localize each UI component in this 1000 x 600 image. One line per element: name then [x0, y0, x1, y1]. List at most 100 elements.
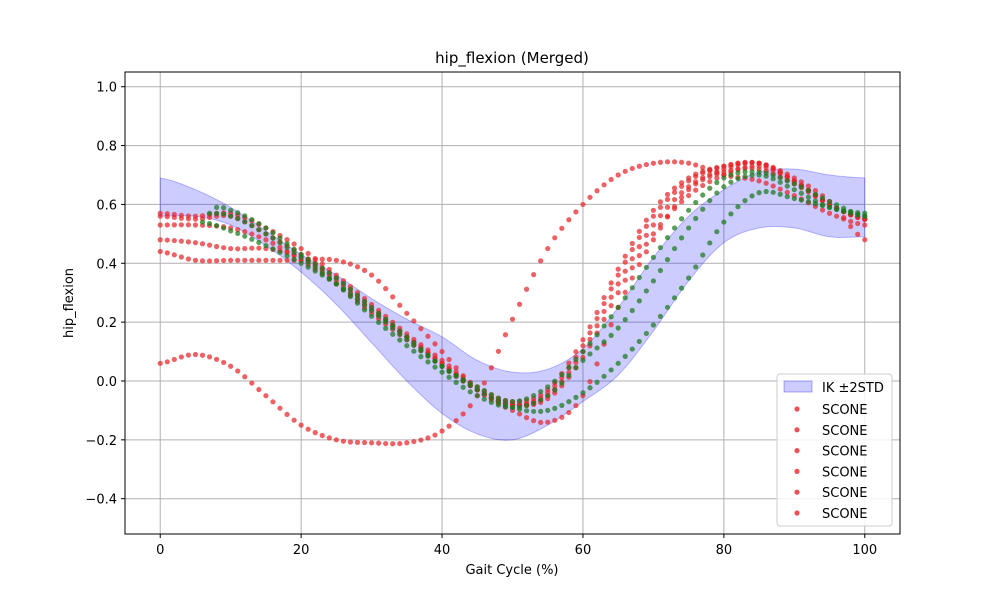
data-point — [284, 248, 290, 255]
data-point — [199, 258, 206, 264]
data-point — [270, 240, 276, 246]
data-point — [495, 348, 502, 354]
data-point — [707, 185, 713, 191]
data-point — [735, 160, 741, 167]
data-point — [383, 440, 389, 447]
data-point — [263, 243, 269, 249]
data-point — [707, 197, 713, 204]
x-tick-label: 60 — [575, 543, 592, 558]
data-point — [453, 372, 459, 379]
data-point — [178, 354, 184, 360]
data-point — [833, 202, 840, 208]
data-point — [538, 389, 544, 395]
data-point — [756, 178, 762, 184]
data-point — [368, 304, 375, 311]
data-point — [213, 243, 220, 250]
data-point — [636, 253, 642, 259]
data-point — [495, 402, 502, 408]
y-tick-label: 1.0 — [96, 81, 117, 96]
data-point — [636, 228, 642, 234]
data-point — [249, 231, 255, 237]
data-point — [206, 220, 213, 227]
data-point — [742, 164, 748, 171]
legend-scone-marker — [794, 489, 800, 495]
data-point — [509, 404, 516, 411]
data-point — [192, 222, 199, 228]
data-point — [622, 253, 628, 259]
data-point — [763, 170, 769, 176]
data-point — [678, 183, 685, 189]
data-point — [580, 343, 586, 349]
data-point — [439, 428, 445, 434]
data-point — [833, 206, 840, 212]
data-point — [566, 364, 572, 370]
data-point — [566, 360, 572, 366]
data-point — [742, 198, 748, 204]
data-point — [693, 199, 699, 206]
data-point — [446, 368, 452, 374]
data-point — [636, 244, 642, 250]
data-point — [608, 280, 614, 286]
data-point — [531, 400, 537, 406]
data-point — [333, 437, 339, 443]
data-point — [397, 440, 403, 447]
data-point — [235, 227, 241, 233]
data-point — [629, 265, 635, 271]
data-point — [728, 211, 734, 217]
data-point — [523, 408, 530, 414]
data-point — [749, 169, 755, 175]
data-point — [707, 240, 713, 246]
data-point — [256, 257, 262, 263]
data-point — [185, 256, 192, 262]
data-point — [622, 353, 628, 359]
data-point — [249, 380, 255, 386]
data-point — [453, 379, 459, 385]
data-point — [573, 365, 579, 371]
data-point — [848, 218, 854, 225]
data-point — [192, 240, 199, 246]
data-point — [340, 438, 347, 444]
data-point — [657, 204, 664, 210]
data-point — [256, 245, 262, 251]
data-point — [643, 241, 649, 247]
legend-scone-label: SCONE — [822, 507, 868, 522]
data-point — [523, 396, 530, 402]
data-point — [333, 257, 339, 263]
data-point — [587, 379, 593, 385]
data-point — [573, 349, 579, 355]
legend-scone-marker — [794, 448, 800, 454]
data-point — [263, 237, 269, 243]
data-point — [235, 257, 241, 263]
data-point — [594, 345, 600, 351]
data-point — [559, 372, 565, 378]
data-point — [460, 376, 466, 383]
data-point — [354, 439, 361, 445]
data-point — [693, 179, 699, 185]
data-point — [686, 275, 692, 281]
data-point — [742, 169, 748, 175]
data-point — [784, 189, 790, 195]
data-point — [305, 426, 311, 432]
data-point — [707, 178, 713, 185]
data-point — [629, 240, 635, 247]
data-point — [439, 363, 445, 369]
data-point — [221, 211, 227, 217]
data-point — [270, 235, 276, 241]
data-point — [361, 298, 368, 305]
data-point — [714, 175, 720, 181]
data-point — [784, 171, 790, 177]
data-point — [615, 281, 621, 287]
data-point — [157, 248, 163, 255]
data-point — [157, 360, 163, 366]
data-point — [559, 380, 565, 386]
data-point — [594, 315, 600, 322]
y-tick-label: 0.2 — [96, 316, 117, 331]
data-point — [418, 354, 424, 360]
data-point — [425, 347, 431, 353]
data-point — [531, 393, 537, 399]
data-point — [615, 304, 621, 311]
data-point — [263, 393, 269, 399]
data-point — [206, 258, 213, 264]
legend: IK ±2STD SCONE SCONE SCONE SCONE SCONE SCONE — [776, 373, 893, 527]
data-point — [164, 250, 170, 256]
